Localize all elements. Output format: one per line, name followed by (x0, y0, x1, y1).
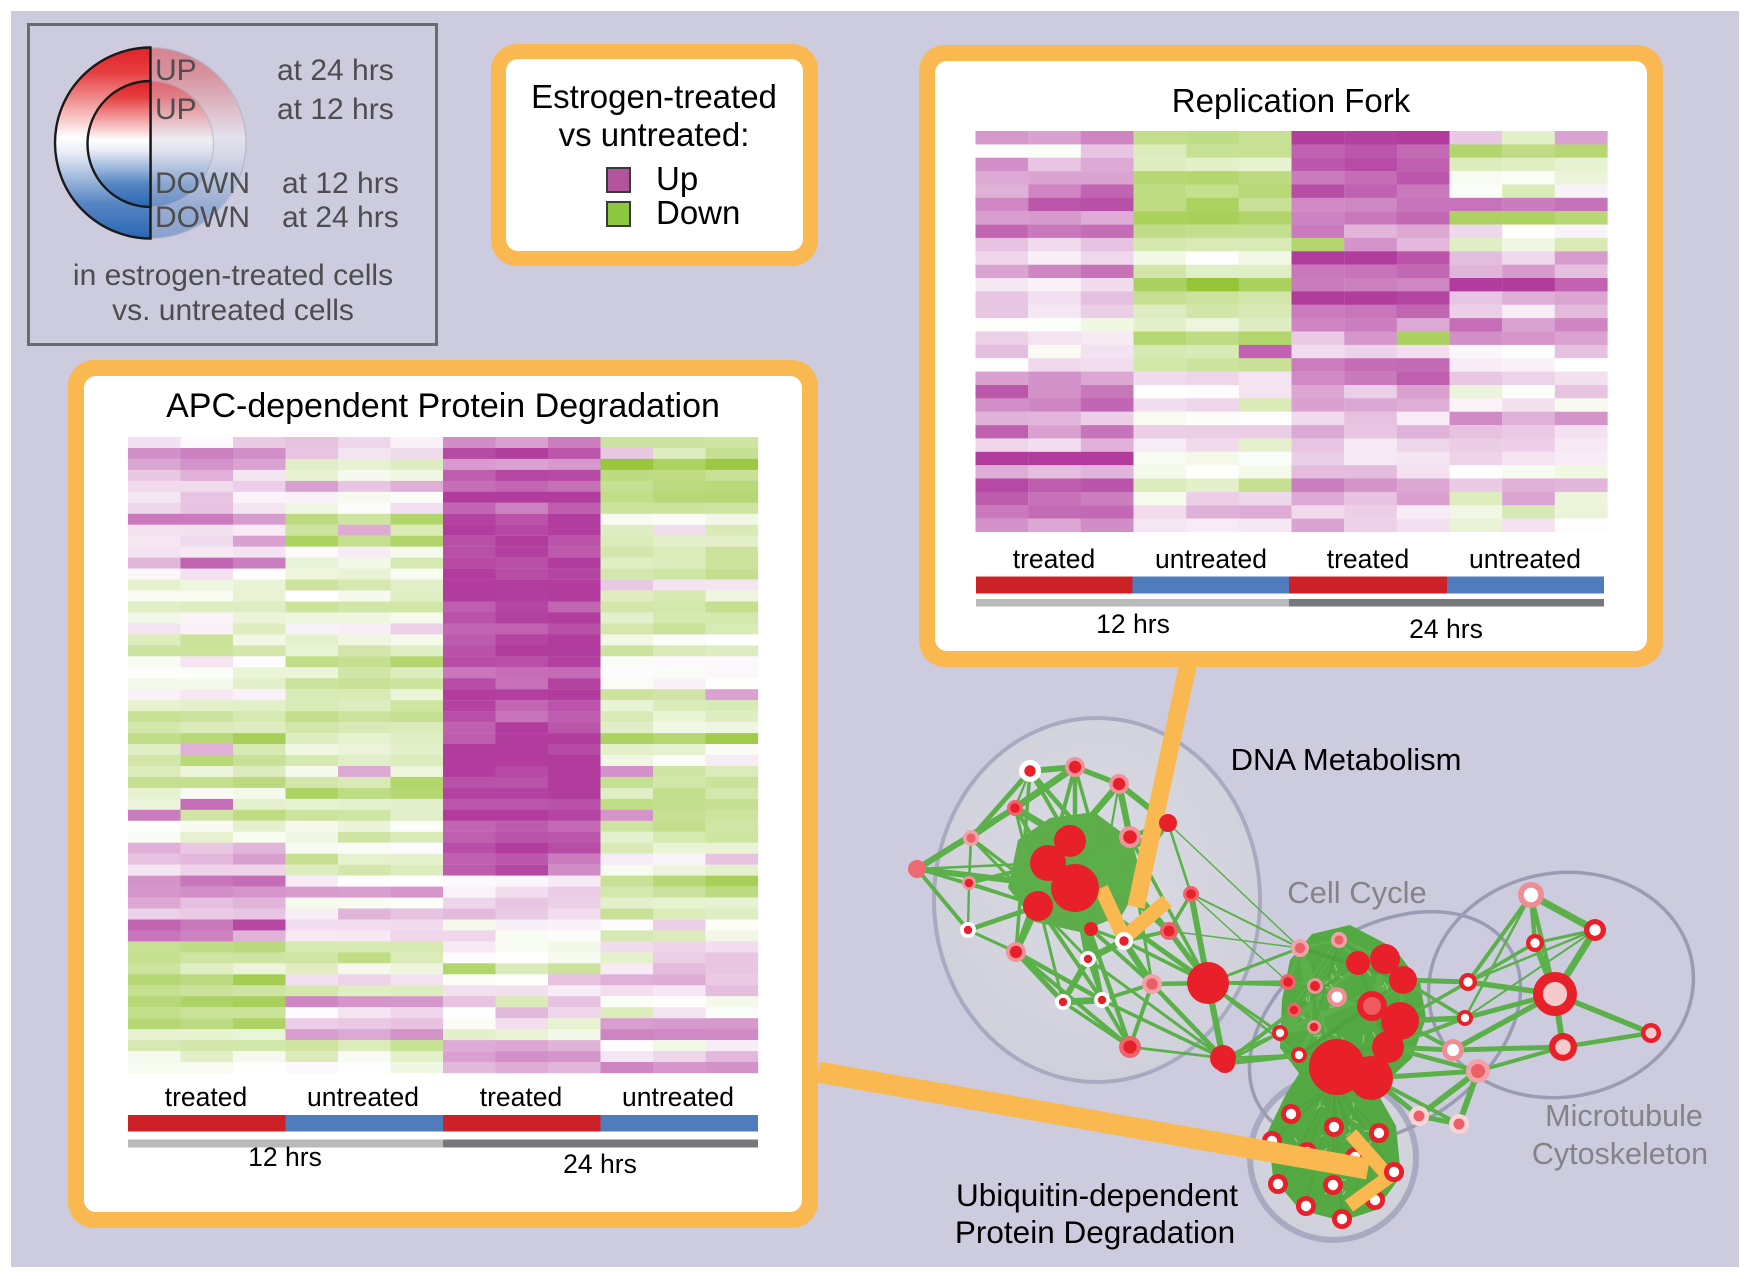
svg-text:in estrogen-treated cells: in estrogen-treated cells (73, 259, 393, 292)
svg-text:12 hrs: 12 hrs (248, 1142, 322, 1172)
svg-text:Protein Degradation: Protein Degradation (955, 1214, 1235, 1250)
svg-text:Cytoskeleton: Cytoskeleton (1532, 1137, 1708, 1171)
svg-text:Down: Down (656, 194, 740, 231)
svg-text:Replication Fork: Replication Fork (1172, 82, 1411, 119)
svg-text:Cell Cycle: Cell Cycle (1287, 875, 1427, 910)
svg-text:UP: UP (155, 54, 197, 87)
svg-text:treated: treated (1327, 544, 1410, 574)
svg-text:12 hrs: 12 hrs (1096, 609, 1170, 639)
svg-text:DOWN: DOWN (155, 201, 250, 234)
svg-text:treated: treated (1013, 544, 1096, 574)
svg-text:untreated: untreated (1469, 544, 1581, 574)
svg-text:Estrogen-treated: Estrogen-treated (531, 78, 777, 115)
svg-text:at 12 hrs: at 12 hrs (277, 93, 394, 126)
svg-text:DNA Metabolism: DNA Metabolism (1231, 742, 1462, 777)
svg-text:UP: UP (155, 93, 197, 126)
svg-text:untreated: untreated (307, 1082, 419, 1112)
svg-text:at 12 hrs: at 12 hrs (282, 167, 399, 200)
svg-text:Microtubule: Microtubule (1545, 1099, 1703, 1133)
svg-text:treated: treated (480, 1082, 563, 1112)
svg-text:at 24 hrs: at 24 hrs (282, 201, 399, 234)
svg-text:DOWN: DOWN (155, 167, 250, 200)
svg-text:APC-dependent Protein Degradat: APC-dependent Protein Degradation (166, 387, 720, 425)
svg-text:24 hrs: 24 hrs (563, 1149, 637, 1179)
svg-text:Up: Up (656, 160, 698, 197)
svg-text:vs. untreated cells: vs. untreated cells (112, 294, 354, 327)
svg-text:24 hrs: 24 hrs (1409, 614, 1483, 644)
svg-text:at 24 hrs: at 24 hrs (277, 54, 394, 87)
svg-text:untreated: untreated (622, 1082, 734, 1112)
svg-text:Ubiquitin-dependent: Ubiquitin-dependent (956, 1177, 1238, 1213)
svg-text:treated: treated (165, 1082, 248, 1112)
svg-text:vs untreated:: vs untreated: (559, 116, 750, 153)
svg-text:untreated: untreated (1155, 544, 1267, 574)
